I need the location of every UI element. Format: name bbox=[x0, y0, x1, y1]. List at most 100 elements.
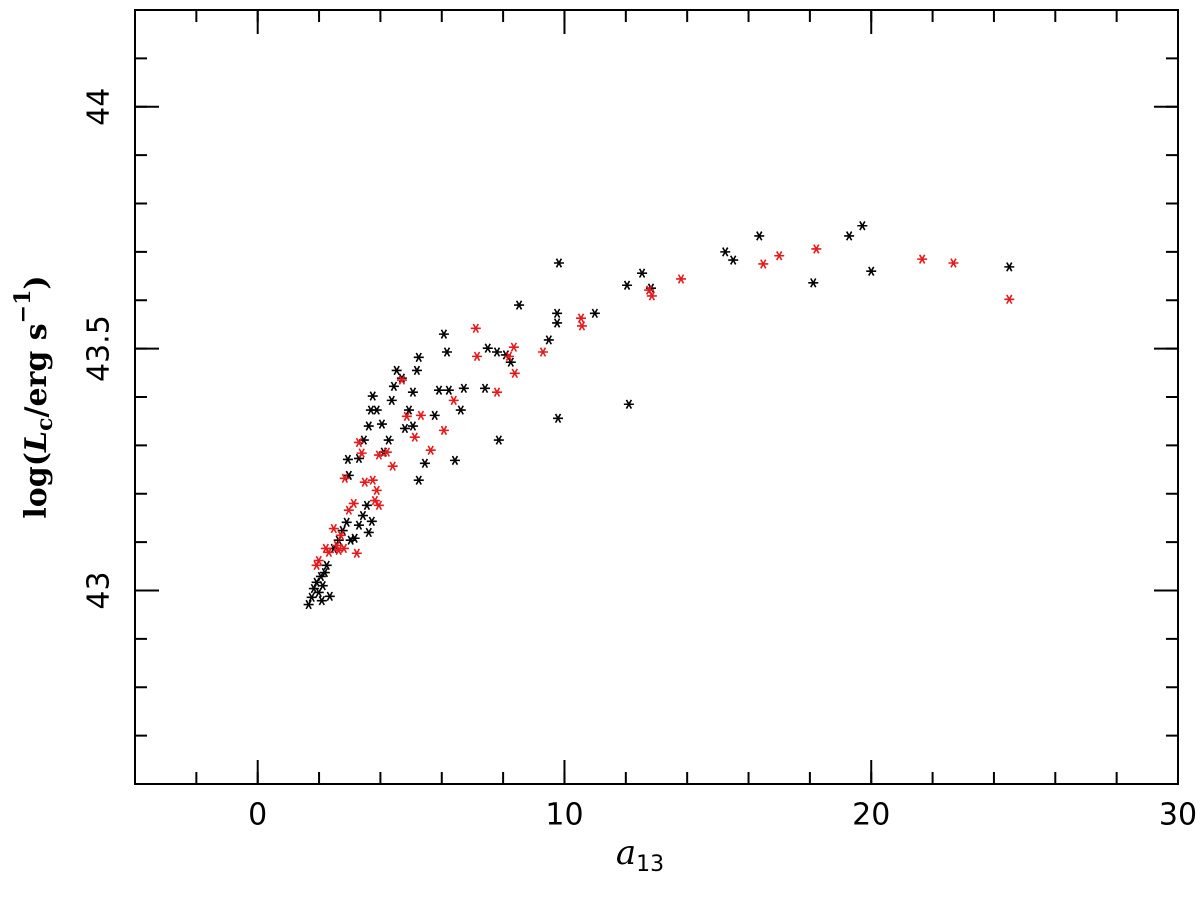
point bbox=[508, 342, 519, 352]
point bbox=[917, 254, 928, 264]
point bbox=[543, 335, 554, 345]
point bbox=[324, 591, 335, 602]
point bbox=[491, 347, 502, 357]
point bbox=[321, 560, 332, 571]
point bbox=[505, 357, 516, 367]
point bbox=[774, 251, 785, 261]
point bbox=[319, 567, 330, 578]
point bbox=[373, 500, 384, 511]
point bbox=[315, 571, 326, 582]
point bbox=[376, 419, 387, 429]
point bbox=[514, 300, 525, 310]
point bbox=[337, 525, 348, 536]
point bbox=[676, 274, 687, 284]
point bbox=[313, 587, 324, 598]
point bbox=[472, 351, 483, 362]
x-label-main: a bbox=[616, 833, 636, 873]
point bbox=[316, 595, 327, 606]
plot-frame bbox=[134, 9, 1179, 785]
point bbox=[303, 599, 314, 610]
y-tick-label: 44 bbox=[82, 88, 117, 126]
y-axis-label: log(Lc/erg s−1) bbox=[10, 275, 58, 518]
point bbox=[363, 421, 374, 431]
point bbox=[1004, 262, 1015, 272]
point bbox=[455, 405, 466, 415]
point bbox=[401, 411, 412, 422]
point bbox=[438, 329, 449, 339]
point bbox=[415, 410, 426, 421]
point bbox=[449, 455, 460, 466]
point bbox=[306, 592, 317, 603]
point bbox=[576, 313, 587, 323]
point bbox=[866, 266, 877, 276]
point bbox=[857, 221, 868, 231]
x-tick-label: 0 bbox=[248, 798, 267, 833]
x-tick-label: 30 bbox=[1159, 798, 1197, 833]
point bbox=[589, 308, 600, 319]
point bbox=[413, 475, 424, 485]
point bbox=[361, 500, 372, 511]
point bbox=[728, 255, 739, 265]
point bbox=[331, 540, 342, 551]
point bbox=[552, 308, 563, 319]
point bbox=[366, 516, 377, 527]
point bbox=[622, 280, 633, 290]
point bbox=[399, 423, 410, 434]
point bbox=[363, 527, 374, 538]
point bbox=[369, 495, 380, 506]
point bbox=[720, 247, 731, 257]
point bbox=[353, 520, 364, 530]
point bbox=[386, 395, 397, 406]
point bbox=[438, 425, 449, 436]
point bbox=[349, 533, 360, 543]
point bbox=[419, 458, 430, 469]
point bbox=[493, 435, 504, 445]
point bbox=[341, 517, 352, 528]
point bbox=[356, 448, 367, 458]
point bbox=[1004, 294, 1015, 305]
point bbox=[808, 278, 819, 288]
point bbox=[317, 580, 328, 591]
point bbox=[328, 523, 339, 534]
x-tick-label: 10 bbox=[545, 798, 583, 833]
y-tick-label: 43.5 bbox=[82, 315, 117, 382]
point bbox=[480, 383, 491, 394]
point bbox=[387, 461, 398, 471]
y-label-part: L bbox=[19, 431, 54, 453]
point bbox=[373, 450, 384, 460]
point bbox=[754, 231, 765, 241]
point bbox=[323, 547, 334, 558]
point bbox=[371, 485, 382, 496]
point bbox=[381, 447, 392, 457]
point bbox=[338, 543, 349, 554]
point bbox=[758, 259, 769, 269]
x-tick-label: 20 bbox=[852, 798, 890, 833]
point bbox=[407, 387, 418, 397]
point bbox=[434, 385, 445, 395]
point bbox=[443, 385, 454, 395]
point bbox=[458, 383, 469, 394]
point bbox=[448, 395, 459, 406]
point bbox=[335, 530, 346, 541]
point bbox=[509, 368, 520, 379]
point bbox=[637, 268, 648, 278]
point bbox=[623, 399, 634, 409]
point bbox=[553, 413, 564, 424]
point bbox=[383, 435, 394, 445]
point bbox=[425, 445, 436, 455]
point bbox=[491, 387, 502, 397]
point bbox=[343, 505, 354, 515]
point bbox=[948, 258, 959, 268]
point bbox=[576, 321, 587, 331]
point bbox=[407, 421, 418, 431]
point bbox=[391, 365, 402, 376]
point bbox=[470, 323, 481, 334]
point bbox=[409, 432, 420, 442]
point bbox=[339, 473, 350, 484]
y-label-sup: −1 bbox=[10, 290, 36, 324]
point bbox=[367, 475, 378, 485]
point bbox=[359, 477, 370, 487]
point bbox=[811, 244, 822, 254]
point bbox=[844, 231, 855, 241]
